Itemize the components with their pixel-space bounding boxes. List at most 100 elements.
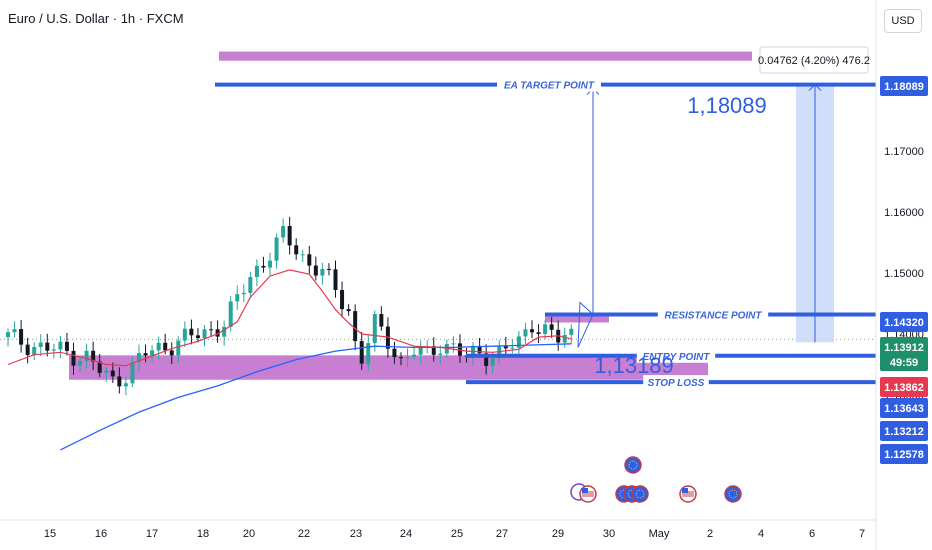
candle-body (346, 309, 351, 312)
candle-body (418, 346, 423, 355)
candle-body (228, 301, 233, 327)
candle-body (326, 268, 331, 270)
ma-slow-line (60, 343, 572, 451)
icon-circle (631, 485, 649, 503)
candle-body (32, 346, 37, 356)
candle-body (156, 342, 161, 351)
x-tick-label: 25 (451, 528, 463, 540)
price-tag-label: 1.13643 (884, 403, 924, 415)
eu-flag-icon (724, 485, 742, 503)
x-tick-label: 27 (496, 528, 508, 540)
x-tick-label: 2 (707, 528, 713, 540)
x-tick-label: 17 (146, 528, 158, 540)
price-tag (880, 377, 928, 397)
candle-body (340, 290, 345, 310)
level-label: RESISTANCE POINT (664, 310, 762, 321)
candle-body (248, 277, 253, 293)
x-tick-label: 23 (350, 528, 362, 540)
entry-value-annotation: 1,13189 (594, 353, 674, 378)
candle-body (313, 265, 318, 276)
candle-body (19, 329, 24, 345)
candle-body (484, 353, 489, 366)
candle-body (549, 324, 554, 330)
candle-body (530, 329, 534, 333)
candle-body (25, 344, 30, 356)
price-tag (880, 337, 928, 371)
flag-stars (628, 460, 638, 470)
candle-body (392, 348, 397, 358)
candle-body (569, 328, 574, 335)
candle-body (503, 345, 508, 349)
candle-body (163, 342, 168, 351)
candle-body (182, 328, 187, 341)
target-zone (219, 51, 752, 61)
candle-body (451, 343, 456, 345)
x-tick-label: 7 (859, 528, 865, 540)
x-tick-label: May (649, 528, 670, 540)
candle-body (78, 361, 83, 366)
candle-body (6, 332, 10, 338)
x-tick-label: 18 (197, 528, 209, 540)
candle-body (38, 342, 43, 347)
level-label: ENTRY POINT (643, 352, 711, 363)
candle-body (12, 329, 17, 333)
resistance-zone (545, 314, 609, 323)
icon-circle (724, 485, 742, 503)
candle-body (104, 370, 109, 373)
level-label-bg (497, 77, 601, 92)
candle-body (261, 265, 266, 268)
candle-body (287, 226, 292, 246)
candle-body (490, 358, 495, 366)
candle-body (137, 353, 141, 363)
candle-body (412, 354, 417, 357)
candle-body (130, 362, 135, 384)
price-tag (880, 312, 928, 332)
candle-body (523, 329, 528, 337)
candle-body (294, 245, 299, 255)
currency-selector[interactable]: USD (884, 9, 922, 33)
candle-body (143, 353, 148, 356)
flag-canton (682, 488, 688, 493)
price-tag-label: 1.14320 (884, 317, 924, 329)
demand-zone (69, 355, 708, 380)
x-tick-label: 30 (603, 528, 615, 540)
candle-body (536, 332, 541, 334)
event-icons (570, 456, 742, 503)
x-tick-label: 6 (809, 528, 815, 540)
candle-body (372, 314, 377, 344)
candle-body (300, 254, 305, 256)
price-tags: 1.18089 1.14320 1.13912 49:59 1.13862 1.13643… (880, 76, 928, 464)
x-tick-label: 16 (95, 528, 107, 540)
candle-body (477, 345, 482, 354)
candle-body (359, 341, 364, 364)
flag-canton (582, 488, 588, 493)
candle-body (268, 260, 272, 268)
x-tick-label: 4 (758, 528, 764, 540)
candle-body (45, 342, 50, 351)
candle-body (366, 343, 371, 364)
candle-body (543, 324, 548, 334)
candle-body (215, 329, 220, 337)
price-tag-label: 1.13912 (884, 342, 924, 354)
candle-body (562, 334, 567, 343)
candle-body (176, 340, 181, 356)
price-tag (880, 421, 928, 441)
candle-body (281, 226, 286, 238)
candle-body (274, 237, 279, 261)
eu-flag-icon (624, 456, 642, 474)
candle-body (123, 383, 128, 387)
candle-body (222, 326, 227, 337)
price-tag (880, 398, 928, 418)
candle-body (51, 349, 56, 351)
level-label: EA TARGET POINT (504, 81, 595, 92)
candle-body (71, 350, 76, 366)
x-tick-label: 24 (400, 528, 412, 540)
candle-body (379, 314, 384, 327)
candle-body (97, 361, 102, 373)
chart-title: Euro / U.S. Dollar · 1h · FXCM (8, 11, 184, 26)
us-flag-icon (679, 485, 697, 503)
candle-body (110, 370, 115, 377)
y-tick-label: 1.17000 (884, 146, 924, 158)
